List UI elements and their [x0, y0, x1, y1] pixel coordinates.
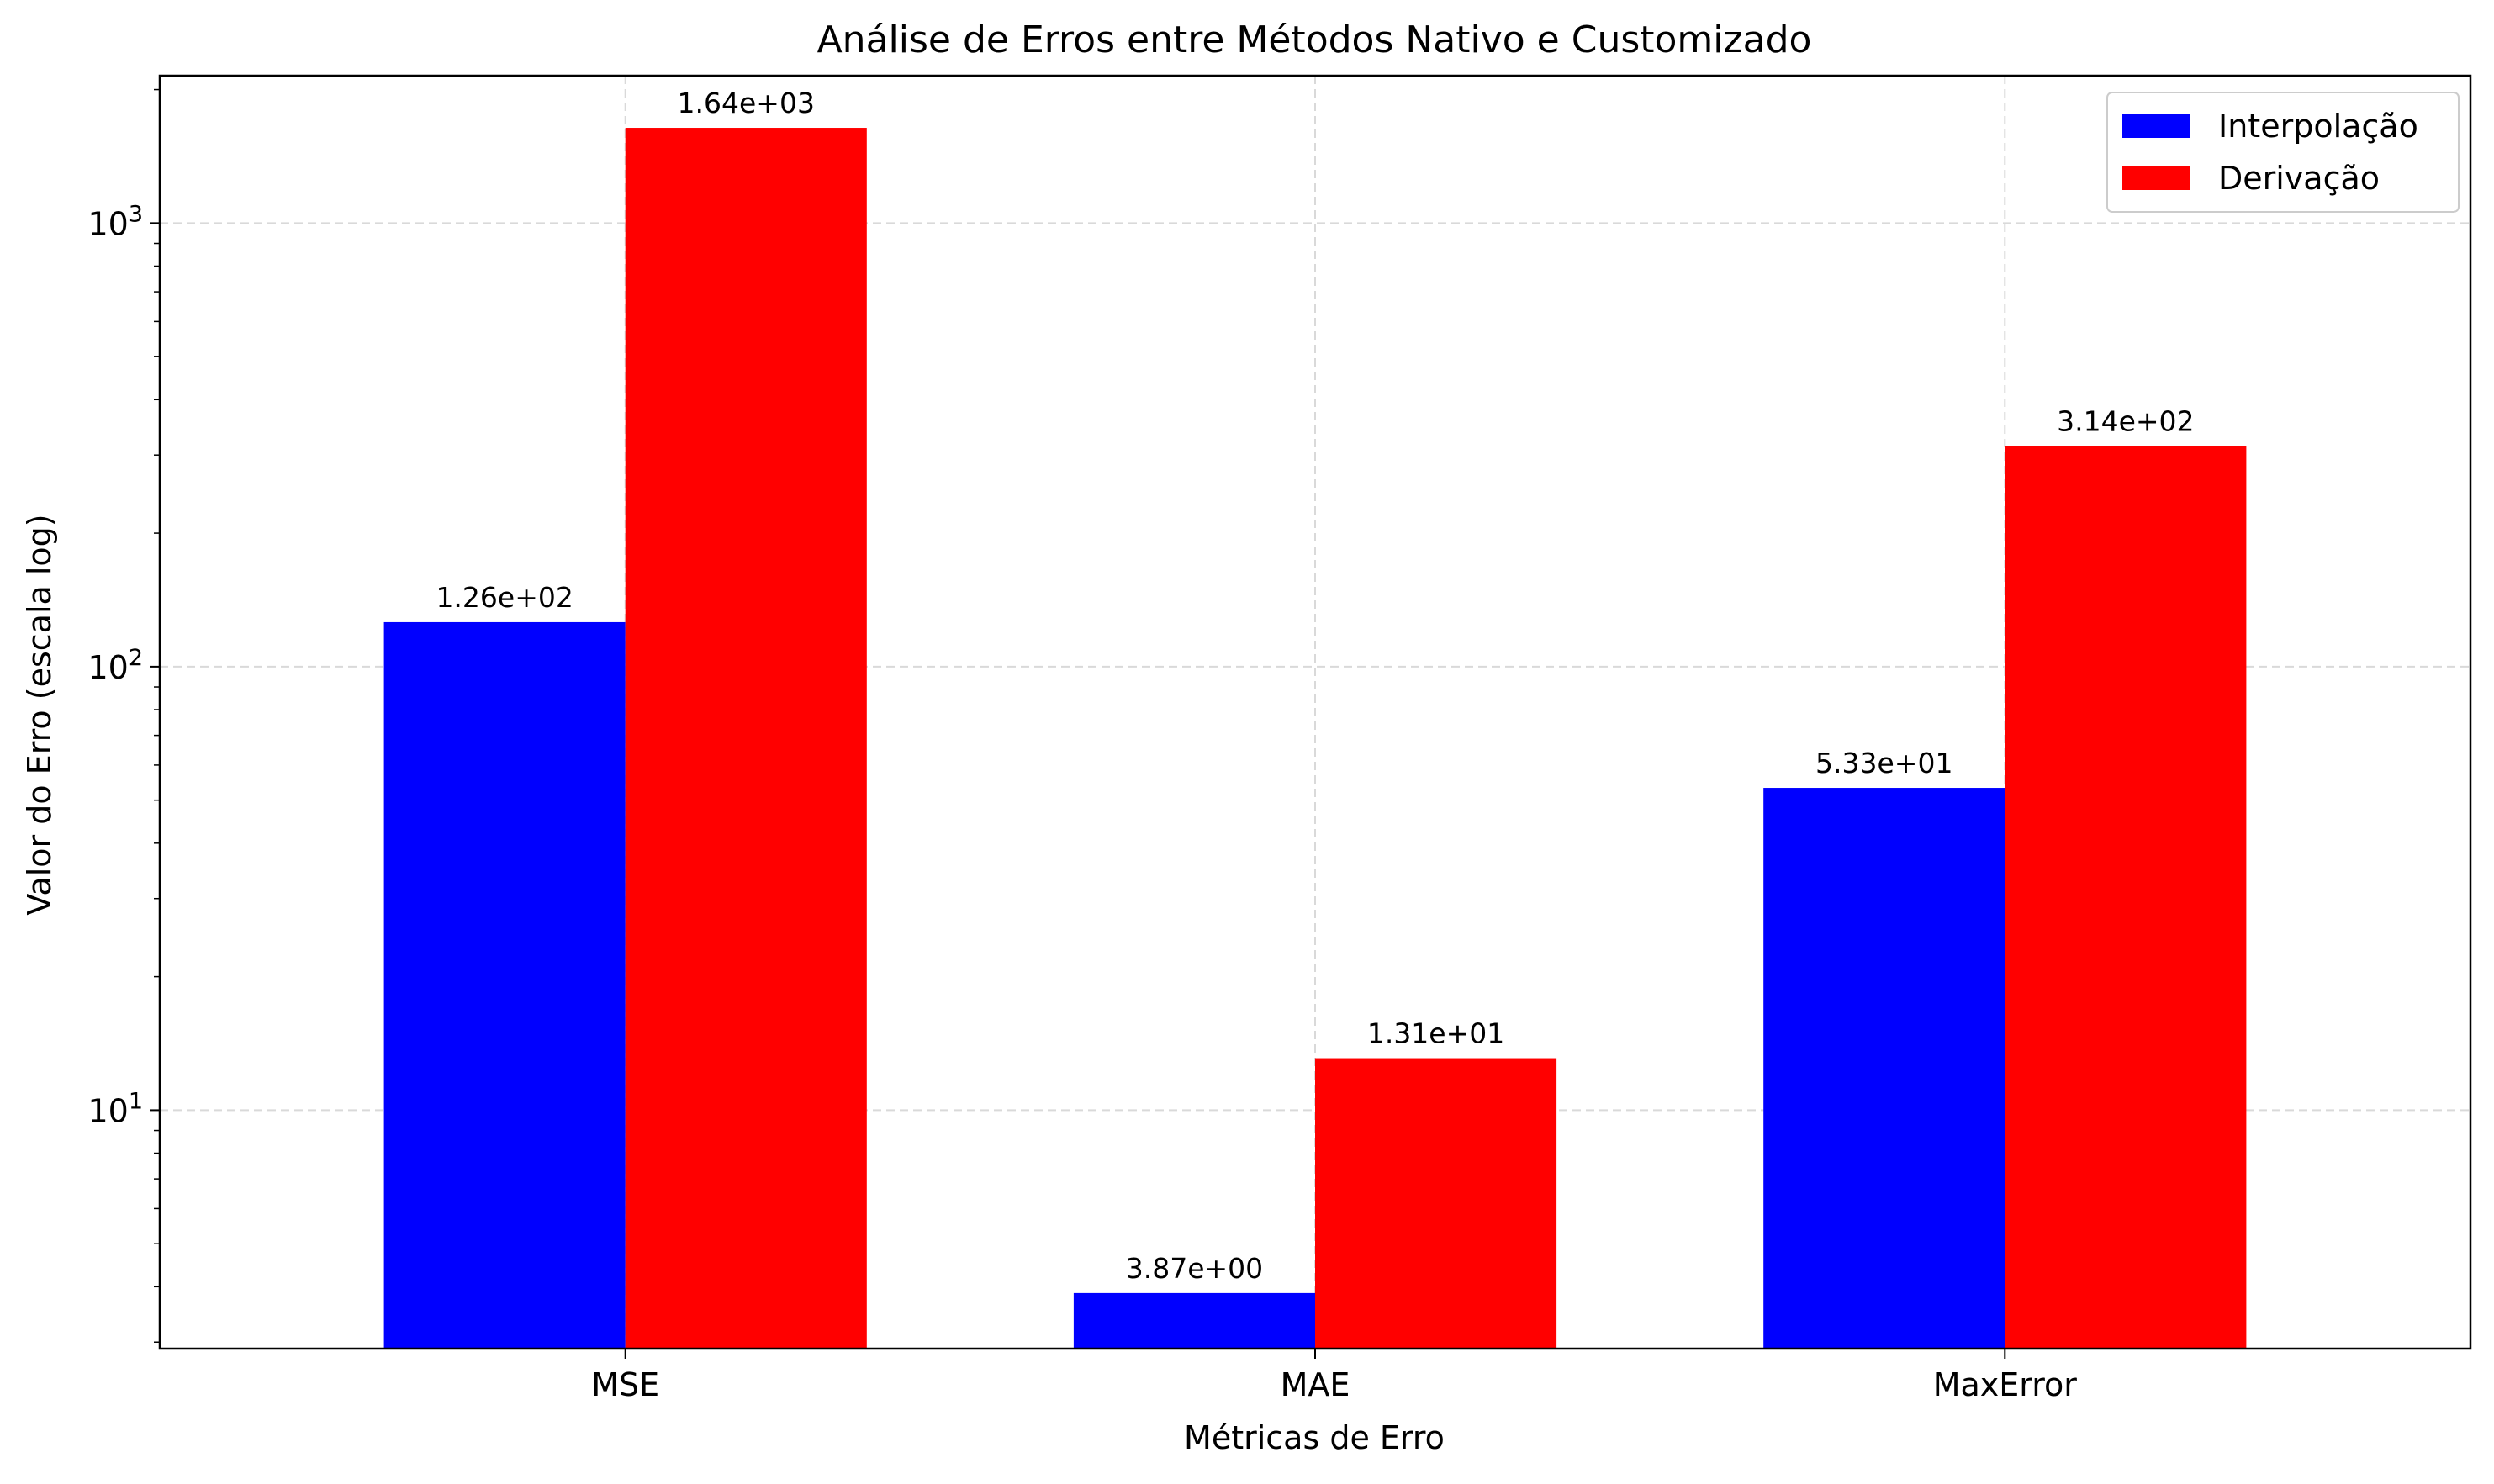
legend-swatch [2122, 166, 2190, 190]
bar-interpolacao-maxerror [1763, 788, 2005, 1349]
y-tick-label: 102 [87, 645, 143, 686]
y-tick-label: 103 [87, 201, 143, 242]
bar-derivacao-maxerror [2005, 446, 2247, 1349]
y-axis-label: Valor do Erro (escala log) [21, 514, 58, 915]
x-tick-label: MSE [591, 1366, 659, 1403]
legend-swatch [2122, 114, 2190, 138]
chart-title: Análise de Erros entre Métodos Nativo e … [817, 18, 1812, 61]
bar-interpolacao-mae [1073, 1292, 1315, 1349]
x-axis-ticks: MSE MAE MaxError [591, 1349, 2077, 1403]
bar-value-label: 5.33e+01 [1815, 747, 1952, 779]
x-axis-label: Métricas de Erro [1184, 1419, 1445, 1456]
bar-value-label: 1.26e+02 [436, 581, 573, 614]
bar-value-labels: 1.26e+02 3.87e+00 5.33e+01 1.64e+03 1.31e+01… [436, 87, 2194, 1285]
y-axis-ticks: 101 102 103 [87, 88, 160, 1343]
x-tick-label: MAE [1281, 1366, 1350, 1403]
legend-box [2106, 92, 2460, 213]
bar-interpolacao-mse [383, 621, 626, 1349]
legend-label: Derivação [2218, 160, 2380, 197]
x-tick-label: MaxError [1933, 1366, 2078, 1403]
bar-value-label: 1.64e+03 [678, 87, 815, 119]
y-tick-label: 101 [87, 1088, 143, 1129]
bar-value-label: 3.87e+00 [1126, 1252, 1263, 1285]
bar-derivacao-mae [1315, 1058, 1557, 1349]
plot-area: 1.26e+02 3.87e+00 5.33e+01 1.64e+03 1.31e+01… [158, 74, 2472, 1350]
legend-label: Interpolação [2218, 108, 2418, 145]
legend: Interpolação Derivação [2106, 92, 2460, 213]
bar-value-label: 3.14e+02 [2057, 405, 2194, 438]
bars [383, 128, 2247, 1349]
bar-derivacao-mse [625, 128, 867, 1349]
bar-value-label: 1.31e+01 [1367, 1017, 1504, 1050]
